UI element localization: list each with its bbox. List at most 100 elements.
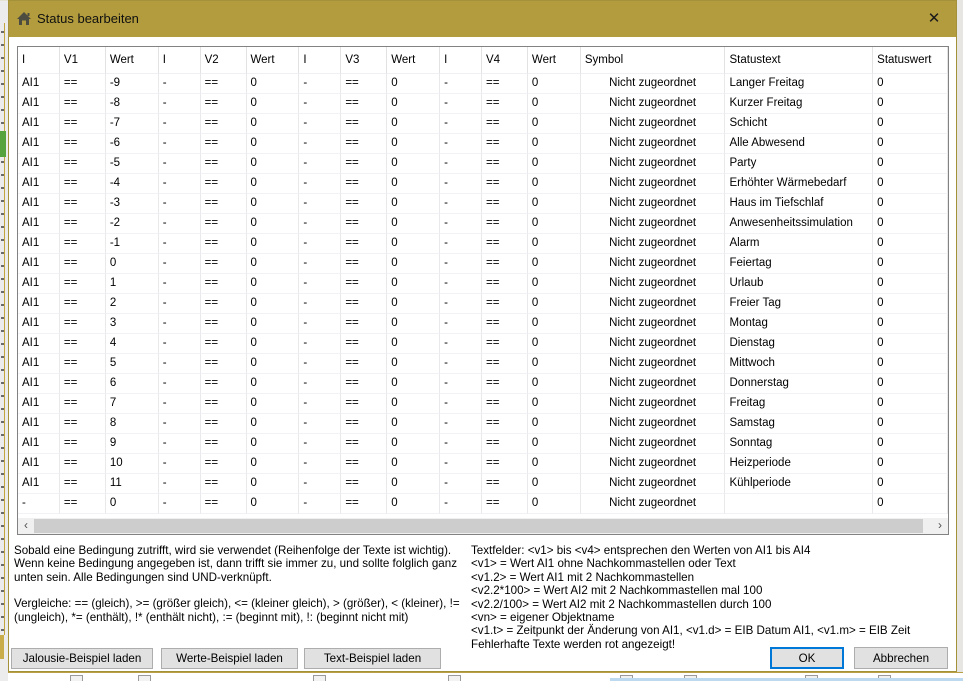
cell: 0 xyxy=(873,494,948,514)
cell: == xyxy=(341,414,388,434)
table-row[interactable]: AI1 == -7- == 0- == 0- == 0 Nicht zugeordnet Schic… xyxy=(18,114,948,134)
table-row[interactable]: AI1 == -2- == 0- == 0- == 0 Nicht zugeordnet Anwes… xyxy=(18,214,948,234)
cell: AI1 xyxy=(18,334,60,354)
table-row[interactable]: - == 0- == 0- == 0- == 0 Nicht zugeordnet 0 xyxy=(18,494,948,514)
cell: - xyxy=(158,354,201,374)
cell: == xyxy=(200,394,247,414)
cell: == xyxy=(482,174,528,194)
table-row[interactable]: AI1 == 3- == 0- == 0- == 0 Nicht zugeordnet Montag… xyxy=(18,314,948,334)
table-row[interactable]: AI1 == 6- == 0- == 0- == 0 Nicht zugeordnet Donner… xyxy=(18,374,948,394)
background-cell-fragment xyxy=(138,675,151,681)
cell: - xyxy=(299,474,342,494)
cell: 0 xyxy=(387,394,441,414)
cell: == xyxy=(59,154,106,174)
cell: Anwesenheitssimulation xyxy=(725,214,874,234)
cell: == xyxy=(341,374,388,394)
cell: == xyxy=(59,214,106,234)
cell: == xyxy=(59,254,106,274)
cell: == xyxy=(59,194,106,214)
cell: == xyxy=(200,194,247,214)
cell: - xyxy=(158,94,201,114)
cell: - xyxy=(158,494,201,514)
cell: Nicht zugeordnet xyxy=(580,434,726,454)
column-header: V3 xyxy=(341,47,388,74)
cell: 0 xyxy=(387,354,441,374)
horizontal-scrollbar[interactable]: ‹ › xyxy=(18,518,948,534)
table-row[interactable]: AI1 == 2- == 0- == 0- == 0 Nicht zugeordnet Freier… xyxy=(18,294,948,314)
cell: == xyxy=(200,474,247,494)
cancel-button[interactable]: Abbrechen xyxy=(854,647,948,669)
cell: 0 xyxy=(527,174,581,194)
cell: - xyxy=(299,214,342,234)
table-row[interactable]: AI1 == -1- == 0- == 0- == 0 Nicht zugeordnet Alarm… xyxy=(18,234,948,254)
cell: 0 xyxy=(527,234,581,254)
cell: == xyxy=(200,174,247,194)
cell: == xyxy=(200,294,247,314)
table-row[interactable]: AI1 == -4- == 0- == 0- == 0 Nicht zugeordnet Erhöh… xyxy=(18,174,948,194)
cell: - xyxy=(440,94,483,114)
cell: 0 xyxy=(527,354,581,374)
load-text-example-button[interactable]: Text-Beispiel laden xyxy=(304,648,441,669)
scroll-right-icon[interactable]: › xyxy=(938,518,942,532)
cell: 0 xyxy=(246,214,300,234)
cell: == xyxy=(59,334,106,354)
cell: == xyxy=(341,114,388,134)
table-row[interactable]: AI1 == -8- == 0- == 0- == 0 Nicht zugeordnet Kurze… xyxy=(18,94,948,114)
cell: Freitag xyxy=(725,394,874,414)
cell: == xyxy=(482,414,528,434)
cell: == xyxy=(341,474,388,494)
cell: -5 xyxy=(105,154,159,174)
cell: 0 xyxy=(527,394,581,414)
cell: 0 xyxy=(246,134,300,154)
table-row[interactable]: AI1 == 7- == 0- == 0- == 0 Nicht zugeordnet Freita… xyxy=(18,394,948,414)
close-icon[interactable]: ✕ xyxy=(927,10,941,27)
table-row[interactable]: AI1 == -3- == 0- == 0- == 0 Nicht zugeordnet Haus … xyxy=(18,194,948,214)
table-row[interactable]: AI1 == 8- == 0- == 0- == 0 Nicht zugeordnet Samsta… xyxy=(18,414,948,434)
cell: 0 xyxy=(873,174,948,194)
cell: - xyxy=(299,494,342,514)
cell: 0 xyxy=(246,334,300,354)
table-row[interactable]: AI1 == 10- == 0- == 0- == 0 Nicht zugeordnet Heizp… xyxy=(18,454,948,474)
table-row[interactable]: AI1 == -5- == 0- == 0- == 0 Nicht zugeordnet Party… xyxy=(18,154,948,174)
table-row[interactable]: AI1 == 9- == 0- == 0- == 0 Nicht zugeordnet Sonnta… xyxy=(18,434,948,454)
cell: 0 xyxy=(873,74,948,94)
cell: == xyxy=(482,214,528,234)
column-header: Wert xyxy=(105,47,159,74)
table-row[interactable]: AI1 == -6- == 0- == 0- == 0 Nicht zugeordnet Alle … xyxy=(18,134,948,154)
cell: 0 xyxy=(246,114,300,134)
table-row[interactable]: AI1 == -9- == 0- == 0- == 0 Nicht zugeordnet Lange… xyxy=(18,74,948,94)
table-row[interactable]: AI1 == 11- == 0- == 0- == 0 Nicht zugeordnet Kühlp… xyxy=(18,474,948,494)
help-line: <v2.2*100> = Wert AI2 mit 2 Nachkommaste… xyxy=(471,584,763,598)
scrollbar-thumb[interactable] xyxy=(34,519,923,533)
cell: 0 xyxy=(246,254,300,274)
cell: 9 xyxy=(105,434,159,454)
cell: == xyxy=(482,374,528,394)
cell: Alarm xyxy=(725,234,874,254)
column-header: I xyxy=(18,47,60,74)
table-row[interactable]: AI1 == 5- == 0- == 0- == 0 Nicht zugeordnet Mittwo… xyxy=(18,354,948,374)
cell: 0 xyxy=(527,374,581,394)
cell: AI1 xyxy=(18,234,60,254)
table-row[interactable]: AI1 == 0- == 0- == 0- == 0 Nicht zugeordnet Feiert… xyxy=(18,254,948,274)
titlebar[interactable]: Status bearbeiten ✕ xyxy=(9,1,956,37)
cell: - xyxy=(158,474,201,494)
cell: Nicht zugeordnet xyxy=(580,174,726,194)
cell: Nicht zugeordnet xyxy=(580,154,726,174)
cell: Mittwoch xyxy=(725,354,874,374)
ok-button[interactable]: OK xyxy=(770,647,844,669)
load-werte-example-button[interactable]: Werte-Beispiel laden xyxy=(161,648,298,669)
load-jalousie-example-button[interactable]: Jalousie-Beispiel laden xyxy=(11,648,153,669)
cell: 0 xyxy=(246,194,300,214)
cell: == xyxy=(200,154,247,174)
cell: - xyxy=(440,74,483,94)
help-line: <v1> = Wert AI1 ohne Nachkommastellen od… xyxy=(471,557,736,571)
cell: 6 xyxy=(105,374,159,394)
cell: - xyxy=(299,334,342,354)
table-row[interactable]: AI1 == 1- == 0- == 0- == 0 Nicht zugeordnet Urlaub… xyxy=(18,274,948,294)
scroll-left-icon[interactable]: ‹ xyxy=(24,518,28,532)
cell: - xyxy=(299,174,342,194)
cell: - xyxy=(158,214,201,234)
cell: 0 xyxy=(873,154,948,174)
table-row[interactable]: AI1 == 4- == 0- == 0- == 0 Nicht zugeordnet Dienst… xyxy=(18,334,948,354)
cell: == xyxy=(341,394,388,414)
